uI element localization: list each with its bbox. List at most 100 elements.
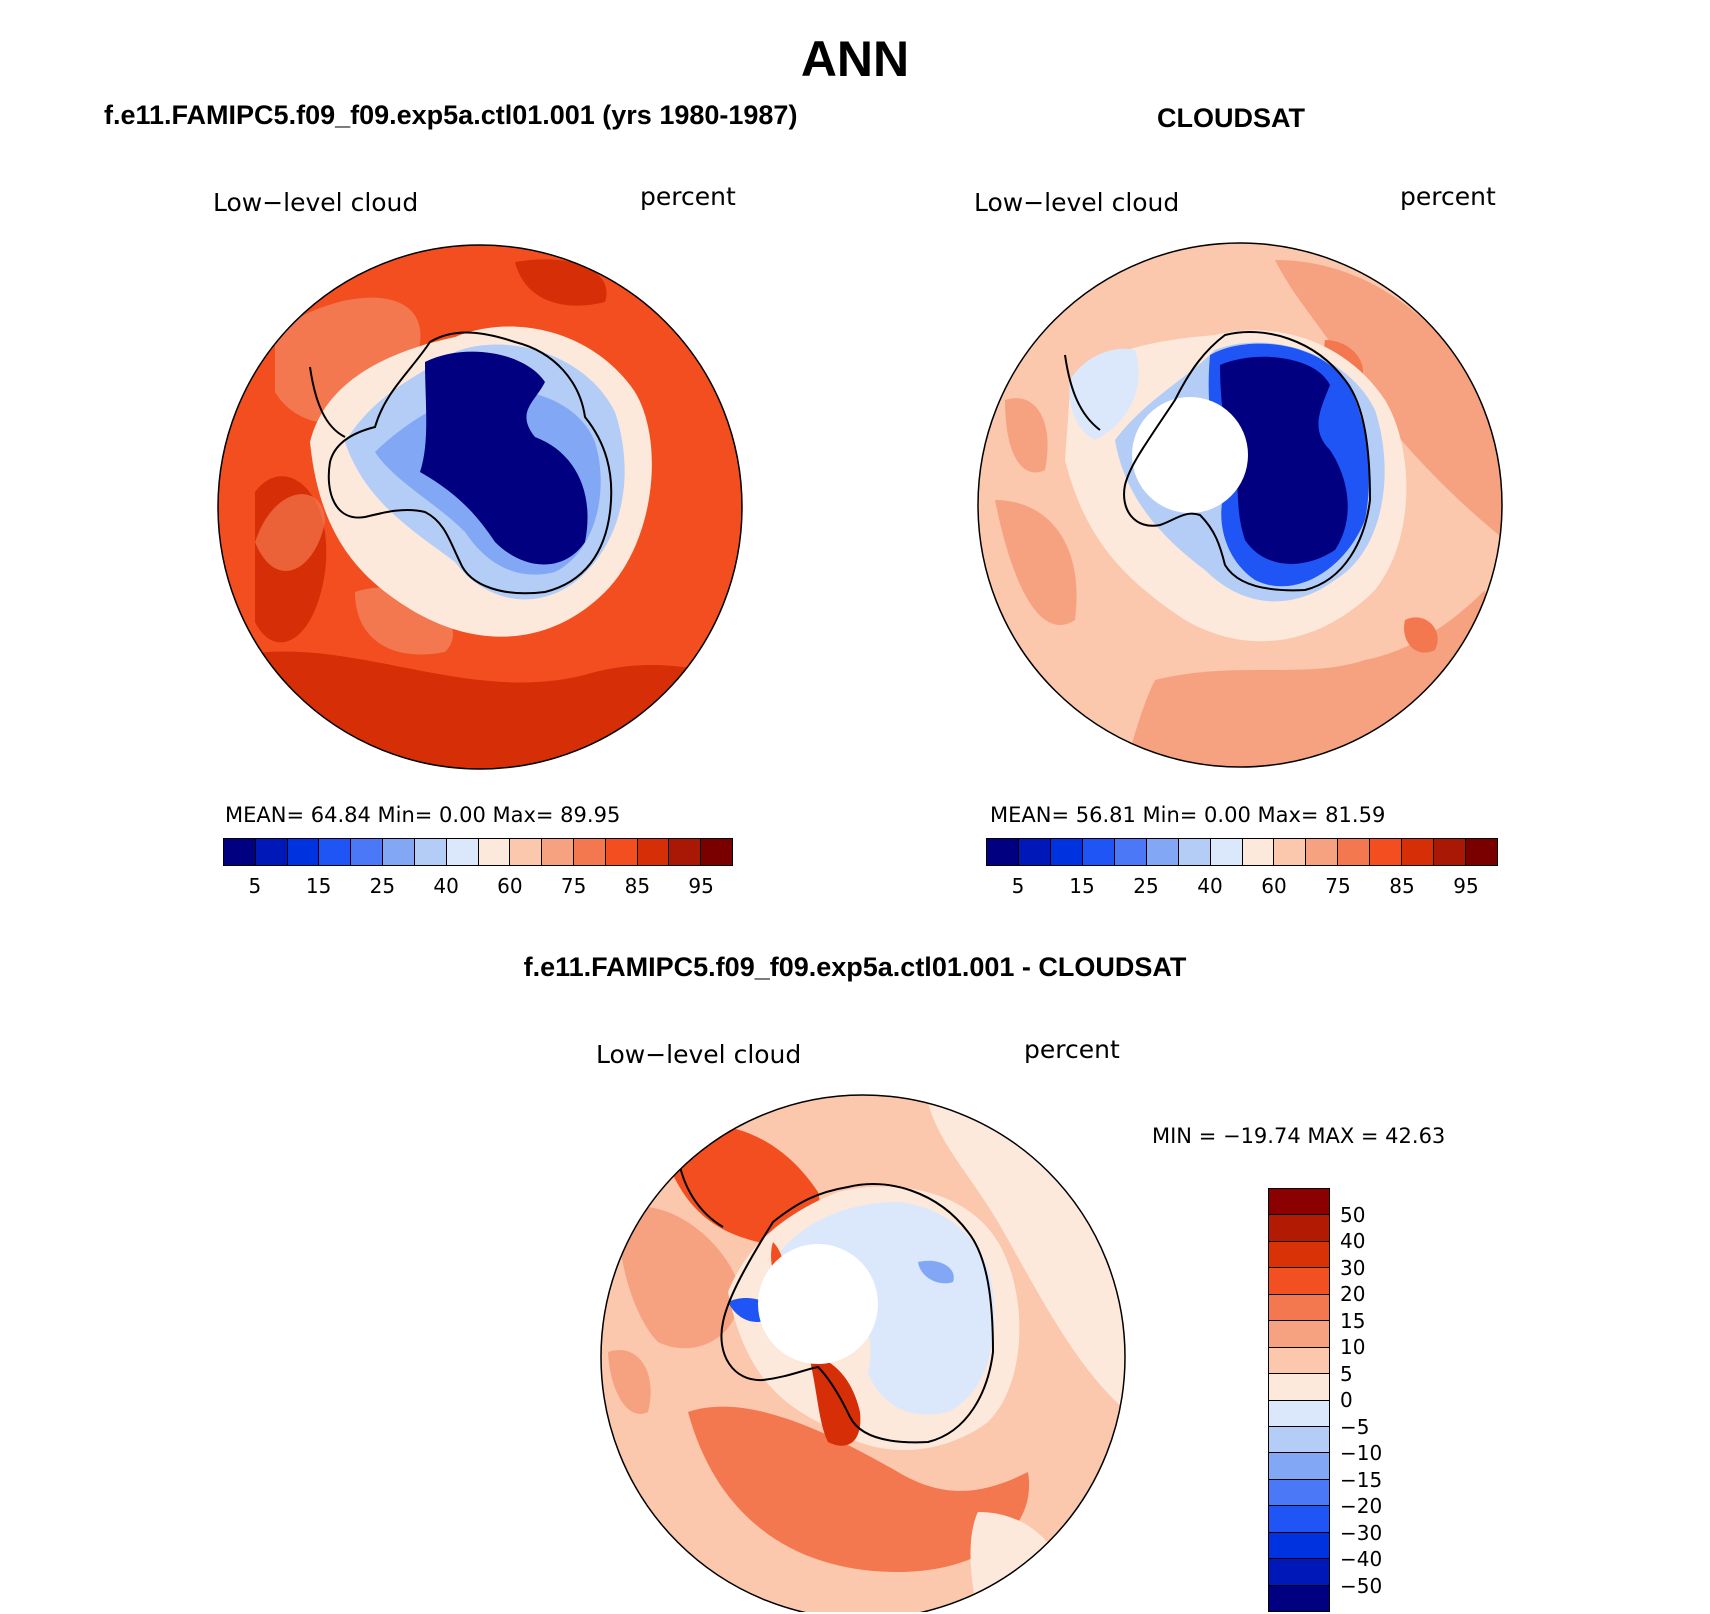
figure-title: ANN: [800, 31, 910, 87]
panel2-missing-data-hole: [1132, 397, 1248, 513]
colorbar-tick-label: 75: [1325, 874, 1351, 898]
panel3-missing-data-hole: [758, 1244, 878, 1364]
colorbar-cell: [1050, 839, 1083, 865]
colorbar-tick-label: −15: [1340, 1467, 1383, 1492]
panel3-title: f.e11.FAMIPC5.f09_f09.exp5a.ctl01.001 - …: [523, 952, 1187, 982]
colorbar-cell: [1269, 1268, 1329, 1295]
colorbar-cell: [319, 839, 352, 865]
colorbar-cell: [1242, 839, 1275, 865]
colorbar-cell: [669, 839, 702, 865]
colorbar-tick-label: 85: [1389, 874, 1415, 898]
colorbar-tick-label: 60: [1261, 874, 1287, 898]
colorbar-tick-label: −20: [1340, 1494, 1383, 1518]
colorbar-tick-label: 95: [1453, 874, 1479, 898]
colorbar-cell: [1082, 839, 1115, 865]
colorbar-cell: [1402, 839, 1435, 865]
colorbar-cell: [1210, 839, 1243, 865]
colorbar-cell: [987, 839, 1019, 865]
colorbar-tick-label: −30: [1340, 1520, 1383, 1545]
colorbar-tick-label: 30: [1340, 1255, 1366, 1280]
colorbar-cell: [1018, 839, 1051, 865]
panel2-coastline: [1064, 331, 1372, 592]
colorbar-tick-label: 40: [433, 874, 459, 898]
panel1-units-label: percent: [640, 182, 736, 211]
colorbar-cell: [701, 839, 732, 865]
colorbar-cell: [1269, 1532, 1329, 1560]
colorbar-cell: [414, 839, 447, 865]
colorbar-cell: [1269, 1321, 1329, 1348]
colorbar-cell: [1269, 1453, 1329, 1480]
colorbar-cell: [1274, 839, 1307, 865]
colorbar-cell: [1269, 1400, 1329, 1427]
colorbar-cell: [1466, 839, 1497, 865]
colorbar-cell: [351, 839, 384, 865]
colorbar-cell: [573, 839, 606, 865]
colorbar-cell: [1269, 1347, 1329, 1375]
colorbar-cell: [287, 839, 320, 865]
colorbar-cell: [1178, 839, 1211, 865]
panel1-polar-map: [217, 244, 743, 770]
colorbar-cell: [1269, 1189, 1329, 1216]
colorbar-tick-label: 10: [1340, 1335, 1366, 1359]
colorbar-cell: [1269, 1585, 1329, 1611]
colorbar-cell: [1269, 1506, 1329, 1533]
colorbar-cell: [1434, 839, 1467, 865]
colorbar-tick-label: 0: [1340, 1388, 1353, 1412]
colorbar-tick-label: 40: [1340, 1229, 1366, 1253]
colorbar-tick-label: 75: [560, 874, 587, 898]
colorbar-cell: [1269, 1559, 1329, 1586]
colorbar-tick-label: 5: [1340, 1361, 1353, 1386]
panel3-colorbar: [1268, 1188, 1330, 1612]
panel3-variable-label: Low−level cloud: [596, 1040, 802, 1069]
colorbar-tick-label: 15: [305, 874, 332, 898]
colorbar-cell: [383, 839, 415, 865]
colorbar-tick-label: 50: [1340, 1202, 1366, 1227]
panel2-variable-label: Low−level cloud: [974, 188, 1180, 217]
colorbar-tick-label: −10: [1340, 1441, 1383, 1465]
panel3-stats: MIN = −19.74 MAX = 42.63: [1152, 1124, 1446, 1148]
colorbar-tick-label: 85: [624, 874, 651, 898]
panel2-polar-map: [977, 242, 1503, 768]
panel1-stats: MEAN= 64.84 Min= 0.00 Max= 89.95: [225, 803, 621, 827]
panel1-variable-label: Low−level cloud: [213, 188, 419, 217]
colorbar-tick-label: 40: [1197, 874, 1223, 898]
colorbar-cell: [1269, 1479, 1329, 1507]
colorbar-cell: [255, 839, 288, 865]
colorbar-tick-label: 15: [1069, 874, 1095, 898]
colorbar-cell: [1269, 1241, 1329, 1269]
panel2-title: CLOUDSAT: [1157, 103, 1305, 133]
colorbar-cell: [446, 839, 479, 865]
colorbar-tick-label: 60: [497, 874, 523, 898]
colorbar-tick-label: 95: [688, 874, 714, 898]
colorbar-tick-label: 15: [1340, 1308, 1366, 1333]
colorbar-cell: [1269, 1374, 1329, 1401]
colorbar-tick-label: −50: [1340, 1573, 1383, 1598]
panel1-title: f.e11.FAMIPC5.f09_f09.exp5a.ctl01.001 (y…: [104, 100, 798, 130]
panel2-units-label: percent: [1400, 182, 1496, 211]
colorbar-cell: [510, 839, 543, 865]
colorbar-cell: [1269, 1215, 1329, 1242]
colorbar-tick-label: 5: [1011, 874, 1025, 898]
colorbar-cell: [1146, 839, 1179, 865]
colorbar-tick-label: −5: [1340, 1414, 1370, 1439]
panel3-polar-map: [600, 1094, 1126, 1612]
colorbar-cell: [1269, 1294, 1329, 1322]
colorbar-cell: [605, 839, 638, 865]
panel1-colorbar: [223, 838, 733, 866]
panel2-stats: MEAN= 56.81 Min= 0.00 Max= 81.59: [990, 803, 1386, 827]
colorbar-cell: [478, 839, 511, 865]
colorbar-tick-label: 5: [248, 874, 262, 898]
colorbar-cell: [637, 839, 670, 865]
colorbar-cell: [1269, 1426, 1329, 1454]
panel3-units-label: percent: [1024, 1035, 1120, 1064]
colorbar-tick-label: −40: [1340, 1547, 1383, 1571]
colorbar-cell: [1370, 839, 1403, 865]
panel1-coastline: [309, 331, 613, 595]
colorbar-tick-label: 20: [1340, 1282, 1366, 1306]
colorbar-cell: [224, 839, 256, 865]
colorbar-tick-label: 25: [1133, 874, 1159, 898]
colorbar-cell: [1114, 839, 1147, 865]
colorbar-cell: [1306, 839, 1339, 865]
panel2-colorbar: [986, 838, 1498, 866]
colorbar-tick-label: 25: [369, 874, 396, 898]
